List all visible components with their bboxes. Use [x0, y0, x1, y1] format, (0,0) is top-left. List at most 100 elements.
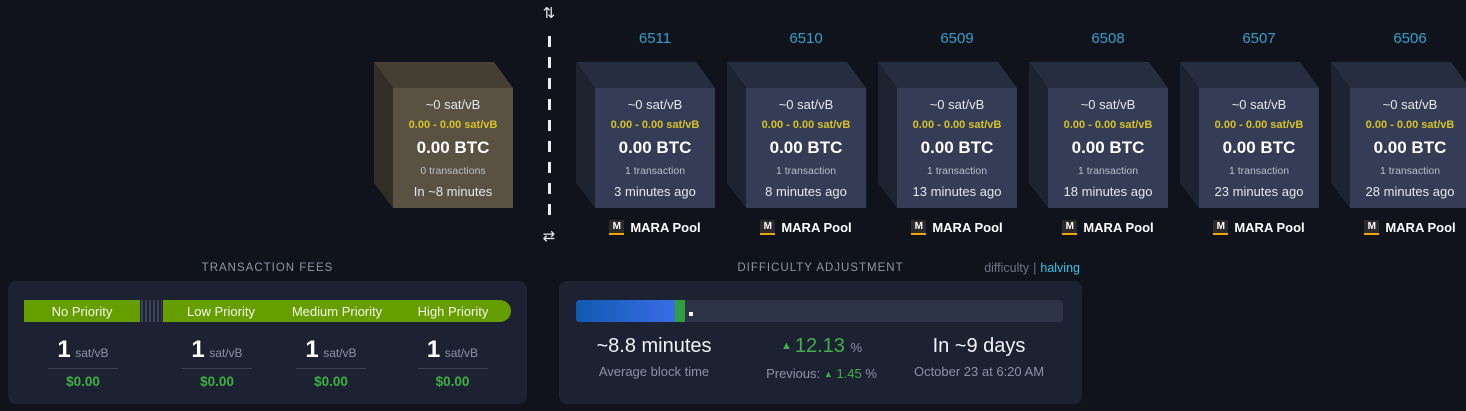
block-fee-range: 0.00 - 0.00 sat/vB [1365, 119, 1455, 131]
up-arrow-icon: ▲ [823, 369, 833, 379]
block-column: 6506 ~0 sat/vB 0.00 - 0.00 sat/vB 0.00 B… [1325, 0, 1466, 250]
cube-left-face [1331, 62, 1350, 208]
fee-values-row: 1 sat/vB $0.00 1 sat/vB $0.00 1 sat/vB $… [8, 336, 519, 389]
no-priority-fee: 1 sat/vB $0.00 [8, 336, 158, 389]
priority-bar-main: Low Priority Medium Priority High Priori… [163, 300, 511, 322]
sort-arrows-icon[interactable]: ⇅ [542, 4, 556, 22]
mara-pool-icon: M [760, 220, 776, 235]
block-total-btc: 0.00 BTC [1222, 138, 1296, 157]
low-priority-fee: 1 sat/vB $0.00 [158, 336, 276, 389]
block-mined-time: 23 minutes ago [1214, 184, 1304, 199]
block-feerate: ~0 sat/vB [627, 97, 683, 112]
high-priority-button[interactable]: High Priority [417, 303, 489, 319]
fee-rate-unit: sat/vB [323, 346, 357, 360]
cube-front-face: ~0 sat/vB 0.00 - 0.00 sat/vB 0.00 BTC 1 … [595, 88, 715, 208]
cube-top-face [1180, 62, 1319, 88]
next-adjustment-date: October 23 at 6:20 AM [913, 364, 1045, 379]
pool-link[interactable]: M MARA Pool [1048, 220, 1168, 235]
block-cube[interactable]: ~0 sat/vB 0.00 - 0.00 sat/vB 0.00 BTC 1 … [872, 62, 1017, 208]
block-total-btc: 0.00 BTC [769, 138, 843, 157]
block-column: 6507 ~0 sat/vB 0.00 - 0.00 sat/vB 0.00 B… [1174, 0, 1319, 250]
fee-usd-value: $0.00 [435, 374, 470, 389]
average-block-time-value: ~8.8 minutes [596, 335, 712, 357]
cube-top-face [576, 62, 715, 88]
difficulty-toggle-option[interactable]: difficulty [984, 261, 1030, 275]
block-mined-time: 28 minutes ago [1365, 184, 1455, 199]
next-adjustment-value: In ~9 days [932, 335, 1026, 357]
cube-top-face [1331, 62, 1466, 88]
block-tx-count: 1 transaction [1228, 165, 1290, 177]
previous-change-unit: % [865, 366, 877, 381]
pool-link[interactable]: M MARA Pool [1350, 220, 1466, 235]
block-cube[interactable]: ~0 sat/vB 0.00 - 0.00 sat/vB 0.00 BTC 1 … [721, 62, 866, 208]
mempool-block-cube[interactable]: ~0 sat/vB 0.00 - 0.00 sat/vB 0.00 BTC 0 … [368, 62, 513, 208]
fee-divider [417, 368, 488, 369]
fee-rate-unit: sat/vB [209, 346, 243, 360]
cube-left-face [878, 62, 897, 208]
block-height-link[interactable]: 6511 [638, 30, 672, 47]
pool-link[interactable]: M MARA Pool [897, 220, 1017, 235]
swap-arrows-icon[interactable]: ⇄ [542, 227, 556, 245]
difficulty-adjustment-panel: DIFFICULTY ADJUSTMENT difficulty | halving… [559, 258, 1082, 404]
block-height-link[interactable]: 6509 [940, 30, 974, 47]
block-height-link[interactable]: 6510 [789, 30, 823, 47]
block-mined-time: 3 minutes ago [614, 184, 696, 199]
difficulty-halving-toggle: difficulty | halving [984, 258, 1080, 278]
priority-bar-stripes [141, 300, 162, 322]
medium-priority-button[interactable]: Medium Priority [291, 303, 383, 319]
block-fee-range: 0.00 - 0.00 sat/vB [761, 119, 851, 131]
block-height-link[interactable]: 6507 [1242, 30, 1276, 47]
block-cube[interactable]: ~0 sat/vB 0.00 - 0.00 sat/vB 0.00 BTC 1 … [1023, 62, 1168, 208]
difficulty-progress-bar[interactable] [576, 300, 1063, 322]
progress-marker-dot [689, 312, 693, 316]
pool-name: MARA Pool [781, 220, 852, 235]
block-mined-time: 13 minutes ago [912, 184, 1002, 199]
block-tx-count: 1 transaction [624, 165, 686, 177]
pool-name: MARA Pool [1083, 220, 1154, 235]
block-tx-count: 1 transaction [926, 165, 988, 177]
low-priority-button[interactable]: Low Priority [187, 303, 255, 319]
halving-toggle-option[interactable]: halving [1040, 261, 1080, 275]
average-block-time-label: Average block time [598, 364, 710, 379]
block-tx-count: 0 transactions [420, 165, 486, 177]
pool-link[interactable]: M MARA Pool [1199, 220, 1319, 235]
block-eta: In ~8 minutes [413, 184, 493, 199]
no-priority-button[interactable]: No Priority [24, 300, 140, 322]
block-height-link[interactable]: 6508 [1091, 30, 1125, 47]
pool-name: MARA Pool [1234, 220, 1305, 235]
fee-rate-value: 1 [305, 336, 319, 363]
fee-rate-unit: sat/vB [75, 346, 109, 360]
block-fee-range: 0.00 - 0.00 sat/vB [408, 119, 498, 131]
average-block-time-stat: ~8.8 minutes Average block time [596, 333, 711, 381]
cube-left-face [576, 62, 595, 208]
fees-panel-title: TRANSACTION FEES [201, 262, 334, 274]
cube-top-face [727, 62, 866, 88]
cube-front-face: ~0 sat/vB 0.00 - 0.00 sat/vB 0.00 BTC 1 … [746, 88, 866, 208]
block-cube[interactable]: ~0 sat/vB 0.00 - 0.00 sat/vB 0.00 BTC 1 … [570, 62, 715, 208]
mara-pool-icon: M [609, 220, 625, 235]
block-height-link[interactable]: 6506 [1393, 30, 1427, 47]
block-cube[interactable]: ~0 sat/vB 0.00 - 0.00 sat/vB 0.00 BTC 1 … [1325, 62, 1466, 208]
progress-blue-fill [576, 300, 675, 322]
block-tx-count: 1 transaction [775, 165, 837, 177]
pool-name: MARA Pool [1385, 220, 1456, 235]
previous-change-value: 1.45 [836, 366, 862, 381]
pool-link[interactable]: M MARA Pool [746, 220, 866, 235]
priority-bar: No Priority Low Priority Medium Priority… [8, 300, 527, 322]
block-feerate: ~0 sat/vB [929, 97, 985, 112]
cube-top-face [1029, 62, 1168, 88]
cube-left-face [727, 62, 746, 208]
cube-front-face: ~0 sat/vB 0.00 - 0.00 sat/vB 0.00 BTC 1 … [897, 88, 1017, 208]
block-feerate: ~0 sat/vB [1080, 97, 1136, 112]
block-cube[interactable]: ~0 sat/vB 0.00 - 0.00 sat/vB 0.00 BTC 1 … [1174, 62, 1319, 208]
difficulty-panel-title: DIFFICULTY ADJUSTMENT [737, 262, 904, 274]
block-feerate: ~0 sat/vB [1231, 97, 1287, 112]
difficulty-change-value: 12.13 [794, 335, 845, 357]
pool-link[interactable]: M MARA Pool [595, 220, 715, 235]
pool-name: MARA Pool [932, 220, 1003, 235]
mempool-block-column: ~0 sat/vB 0.00 - 0.00 sat/vB 0.00 BTC 0 … [368, 0, 513, 250]
cube-left-face [1180, 62, 1199, 208]
divider-dashed-line [548, 36, 551, 222]
fee-rate-value: 1 [57, 336, 71, 363]
